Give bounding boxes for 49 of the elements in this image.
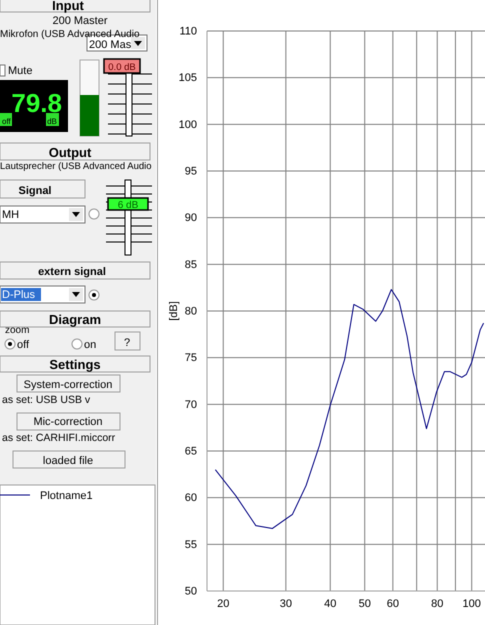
y-tick-label: 95 (184, 166, 197, 178)
text: on (84, 339, 96, 351)
x-tick-label: 30 (280, 598, 292, 610)
x-tick-label: 20 (217, 598, 230, 610)
text: off (2, 117, 12, 126)
text: as set: CARHIFI.miccorr (2, 432, 116, 444)
y-tick-label: 90 (184, 212, 197, 224)
y-tick-label: 50 (184, 586, 197, 598)
y-tick-label: 85 (184, 258, 197, 271)
x-tick-label: 100 (462, 598, 481, 610)
text: 200 Master (52, 15, 108, 27)
text: extern signal (38, 266, 106, 278)
x-tick-label: 40 (324, 598, 336, 610)
y-tick-label: 100 (178, 118, 197, 131)
y-tick-label: 75 (184, 352, 197, 364)
y-tick-label: 65 (184, 446, 197, 458)
y-tick-label: 55 (184, 538, 197, 551)
text: 200 Mas (89, 39, 132, 51)
text: Settings (49, 357, 101, 372)
x-tick-label: 50 (358, 598, 371, 610)
x-tick-label: 80 (431, 598, 444, 610)
text: Diagram (48, 312, 102, 327)
text: as set: USB USB v (2, 394, 91, 406)
text: zoom (5, 325, 30, 336)
y-tick-label: 80 (184, 306, 197, 318)
y-tick-label: 60 (184, 492, 197, 504)
text: Mic-correction (33, 416, 103, 428)
y-axis-title: [dB] (168, 301, 180, 321)
y-tick-label: 70 (184, 398, 197, 411)
text: ? (124, 337, 130, 349)
text: Lautsprecher (USB Advanced Audio (0, 161, 152, 172)
text: loaded file (42, 455, 94, 467)
legend-label: Plotname1 (40, 490, 93, 502)
text: Signal (18, 185, 52, 197)
y-tick-label: 105 (178, 72, 197, 84)
text: 6 dB (118, 200, 139, 211)
text: MH (2, 209, 20, 221)
text: System-correction (24, 379, 112, 391)
text: 79.8 (11, 88, 62, 118)
text: 0.0 dB (108, 62, 136, 73)
text: Mute (8, 65, 32, 77)
y-tick-label: 110 (179, 26, 197, 38)
text: D-Plus (2, 289, 36, 301)
x-tick-label: 60 (386, 598, 399, 610)
text: Mikrofon (USB Advanced Audio (0, 29, 140, 40)
text: dB (47, 117, 57, 126)
text: Output (48, 145, 92, 160)
text: Input (52, 0, 85, 13)
text: off (17, 339, 30, 351)
